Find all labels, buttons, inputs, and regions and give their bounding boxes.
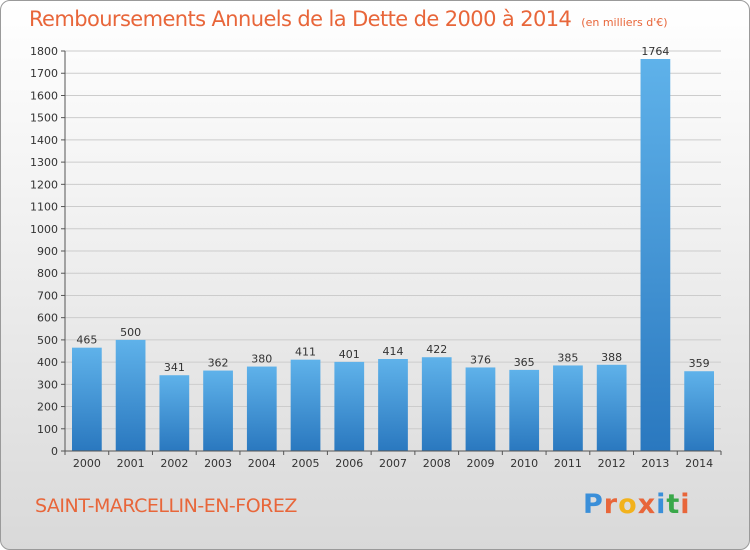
- title-unit: (en milliers d'€): [581, 16, 668, 29]
- proxiti-logo: Proxiti: [583, 489, 691, 520]
- data-label-2005: 411: [295, 346, 316, 359]
- data-label-2004: 380: [251, 353, 272, 366]
- data-label-2014: 359: [689, 357, 710, 370]
- y-tick-label: 800: [37, 267, 58, 280]
- data-label-2008: 422: [426, 343, 447, 356]
- x-tick-label-2005: 2005: [292, 457, 320, 470]
- bar-2009: [465, 367, 496, 451]
- bar-2012: [596, 364, 627, 451]
- data-label-2001: 500: [120, 326, 141, 339]
- data-label-2012: 388: [601, 351, 622, 364]
- axes: 0 100 200 300 400 500 600 700 800 900 1000 1100 1200…: [30, 45, 722, 470]
- bar-2004: [246, 366, 277, 451]
- logo-letter: o: [618, 489, 638, 520]
- y-tick-label: 300: [37, 378, 58, 391]
- y-tick-label: 1600: [30, 89, 58, 102]
- y-tick-label: 1100: [30, 201, 58, 214]
- bar-2011: [553, 365, 583, 451]
- logo-letter: t: [666, 489, 681, 520]
- bar-2013: [640, 59, 671, 451]
- y-tick-label: 900: [37, 245, 58, 258]
- x-tick-label-2012: 2012: [598, 457, 626, 470]
- x-tick-label-2007: 2007: [379, 457, 407, 470]
- y-tick-label: 500: [37, 334, 58, 347]
- y-tick-label: 200: [37, 401, 58, 414]
- logo-letter: P: [583, 489, 604, 520]
- x-tick-label-2014: 2014: [685, 457, 713, 470]
- x-tick-label-2011: 2011: [554, 457, 582, 470]
- logo-letter: i: [680, 489, 691, 520]
- bar-2000: [71, 347, 102, 451]
- bar-2006: [334, 361, 365, 451]
- bar-2005: [290, 359, 321, 451]
- x-tick-label-2004: 2004: [248, 457, 276, 470]
- data-label-2010: 365: [514, 356, 535, 369]
- y-tick-label: 1200: [30, 178, 58, 191]
- y-tick-label: 1800: [30, 45, 58, 58]
- y-tick-label: 1300: [30, 156, 58, 169]
- y-tick-label: 600: [37, 312, 58, 325]
- bar-2002: [159, 375, 190, 451]
- x-tick-label-2013: 2013: [641, 457, 669, 470]
- bar-2007: [378, 359, 408, 451]
- logo-letter: r: [603, 489, 619, 520]
- x-tick-label-2010: 2010: [510, 457, 538, 470]
- title-text: Remboursements Annuels de la Dette de 20…: [29, 7, 572, 31]
- bar-2014: [684, 371, 715, 451]
- data-label-2013: 1764: [641, 45, 669, 58]
- data-label-2007: 414: [383, 345, 404, 358]
- y-tick-label: 1500: [30, 112, 58, 125]
- commune-name: SAINT-MARCELLIN-EN-FOREZ: [35, 495, 297, 517]
- y-tick-label: 1400: [30, 134, 58, 147]
- data-label-2011: 385: [557, 351, 578, 364]
- x-tick-label-2009: 2009: [466, 457, 494, 470]
- y-tick-label: 1000: [30, 223, 58, 236]
- bars: 465 500 341 362 380 411 401 414 422 376 365 385 388 1…: [71, 45, 715, 451]
- bar-2010: [509, 369, 540, 451]
- y-tick-label: 400: [37, 356, 58, 369]
- y-tick-label: 0: [51, 445, 58, 458]
- data-label-2003: 362: [208, 357, 229, 370]
- x-tick-label-2001: 2001: [117, 457, 145, 470]
- x-tick-label-2008: 2008: [423, 457, 451, 470]
- data-label-2002: 341: [164, 361, 185, 374]
- x-tick-label-2002: 2002: [160, 457, 188, 470]
- x-tick-label-2000: 2000: [73, 457, 101, 470]
- chart-title: Remboursements Annuels de la Dette de 20…: [29, 7, 668, 31]
- data-label-2006: 401: [339, 348, 360, 361]
- y-tick-label: 1700: [30, 67, 58, 80]
- logo-letter: x: [637, 489, 657, 520]
- bar-2003: [203, 370, 233, 451]
- data-label-2000: 465: [76, 334, 97, 347]
- x-tick-label-2006: 2006: [335, 457, 363, 470]
- y-tick-label: 100: [37, 423, 58, 436]
- bar-2008: [421, 357, 452, 451]
- y-tick-label: 700: [37, 289, 58, 302]
- data-label-2009: 376: [470, 353, 491, 366]
- bar-2001: [115, 339, 146, 451]
- logo-letter: i: [656, 489, 667, 520]
- x-tick-label-2003: 2003: [204, 457, 232, 470]
